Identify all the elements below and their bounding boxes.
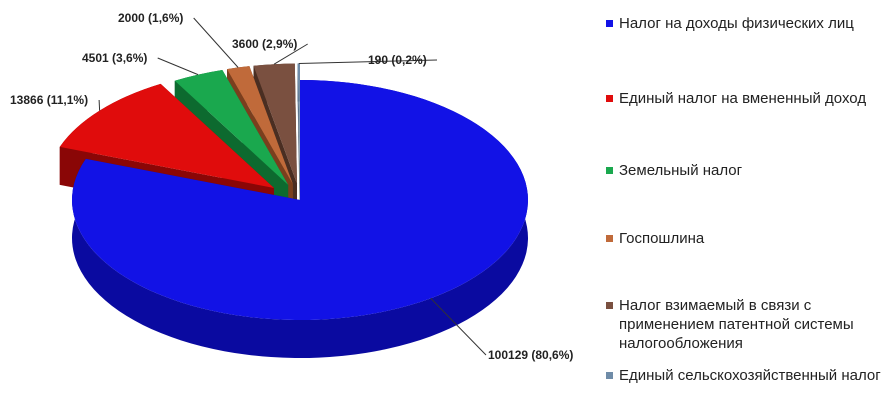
data-label-gosposhlina: 2000 (1,6%) bbox=[118, 11, 183, 25]
legend-label-ndfl: Налог на доходы физических лиц bbox=[619, 15, 854, 32]
pie-slice-ndfl bbox=[72, 80, 529, 320]
legend-swatch-ndfl bbox=[606, 20, 613, 27]
data-label-envd: 13866 (11,1%) bbox=[10, 93, 88, 107]
pie-slice-patent bbox=[253, 63, 297, 184]
legend-swatch-eshn bbox=[606, 372, 613, 379]
legend-swatch-land bbox=[606, 167, 613, 174]
legend-item-gosposhlina: Госпошлина bbox=[606, 229, 704, 248]
legend-label-land: Земельный налог bbox=[619, 162, 743, 179]
legend-label-eshn: Единый сельскохозяйственный налог bbox=[619, 367, 881, 384]
pie-wall-a-eshn bbox=[297, 63, 300, 222]
leader-line-gosposhlina bbox=[193, 17, 239, 68]
legend-item-ndfl: Налог на доходы физических лиц bbox=[606, 14, 854, 33]
legend-item-envd: Единый налог на вмененный доход bbox=[606, 89, 866, 108]
leader-line-ndfl bbox=[430, 297, 487, 356]
legend-label-gosposhlina: Госпошлина bbox=[619, 230, 705, 247]
data-label-eshn: 190 (0,2%) bbox=[368, 53, 427, 67]
legend-swatch-patent bbox=[606, 302, 613, 309]
legend-item-eshn: Единый сельскохозяйственный налог bbox=[606, 366, 881, 385]
pie-slice-eshn bbox=[297, 63, 300, 184]
legend-swatch-envd bbox=[606, 95, 613, 102]
leader-line-land bbox=[157, 57, 199, 76]
data-label-patent: 3600 (2,9%) bbox=[232, 37, 297, 51]
data-label-ndfl: 100129 (80,6%) bbox=[488, 348, 573, 362]
legend-item-patent: Налог взимаемый в связи с применением па… bbox=[606, 296, 895, 353]
pie-slice-land bbox=[174, 69, 289, 185]
leader-line-eshn bbox=[298, 59, 438, 65]
leader-line-envd bbox=[98, 99, 101, 111]
pie-slice-gosposhlina bbox=[227, 66, 293, 184]
pie-chart: 100129 (80,6%) 13866 (11,1%) 4501 (3,6%) 20… bbox=[10, 11, 573, 362]
leader-line-patent bbox=[273, 43, 308, 65]
legend-item-land: Земельный налог bbox=[606, 161, 742, 180]
legend-label-patent: Налог взимаемый в связи с применением па… bbox=[619, 297, 854, 352]
legend-label-envd: Единый налог на вмененный доход bbox=[619, 90, 867, 107]
legend-swatch-gosposhlina bbox=[606, 235, 613, 242]
data-label-land: 4501 (3,6%) bbox=[82, 51, 147, 65]
pie-slice-envd bbox=[59, 83, 274, 188]
